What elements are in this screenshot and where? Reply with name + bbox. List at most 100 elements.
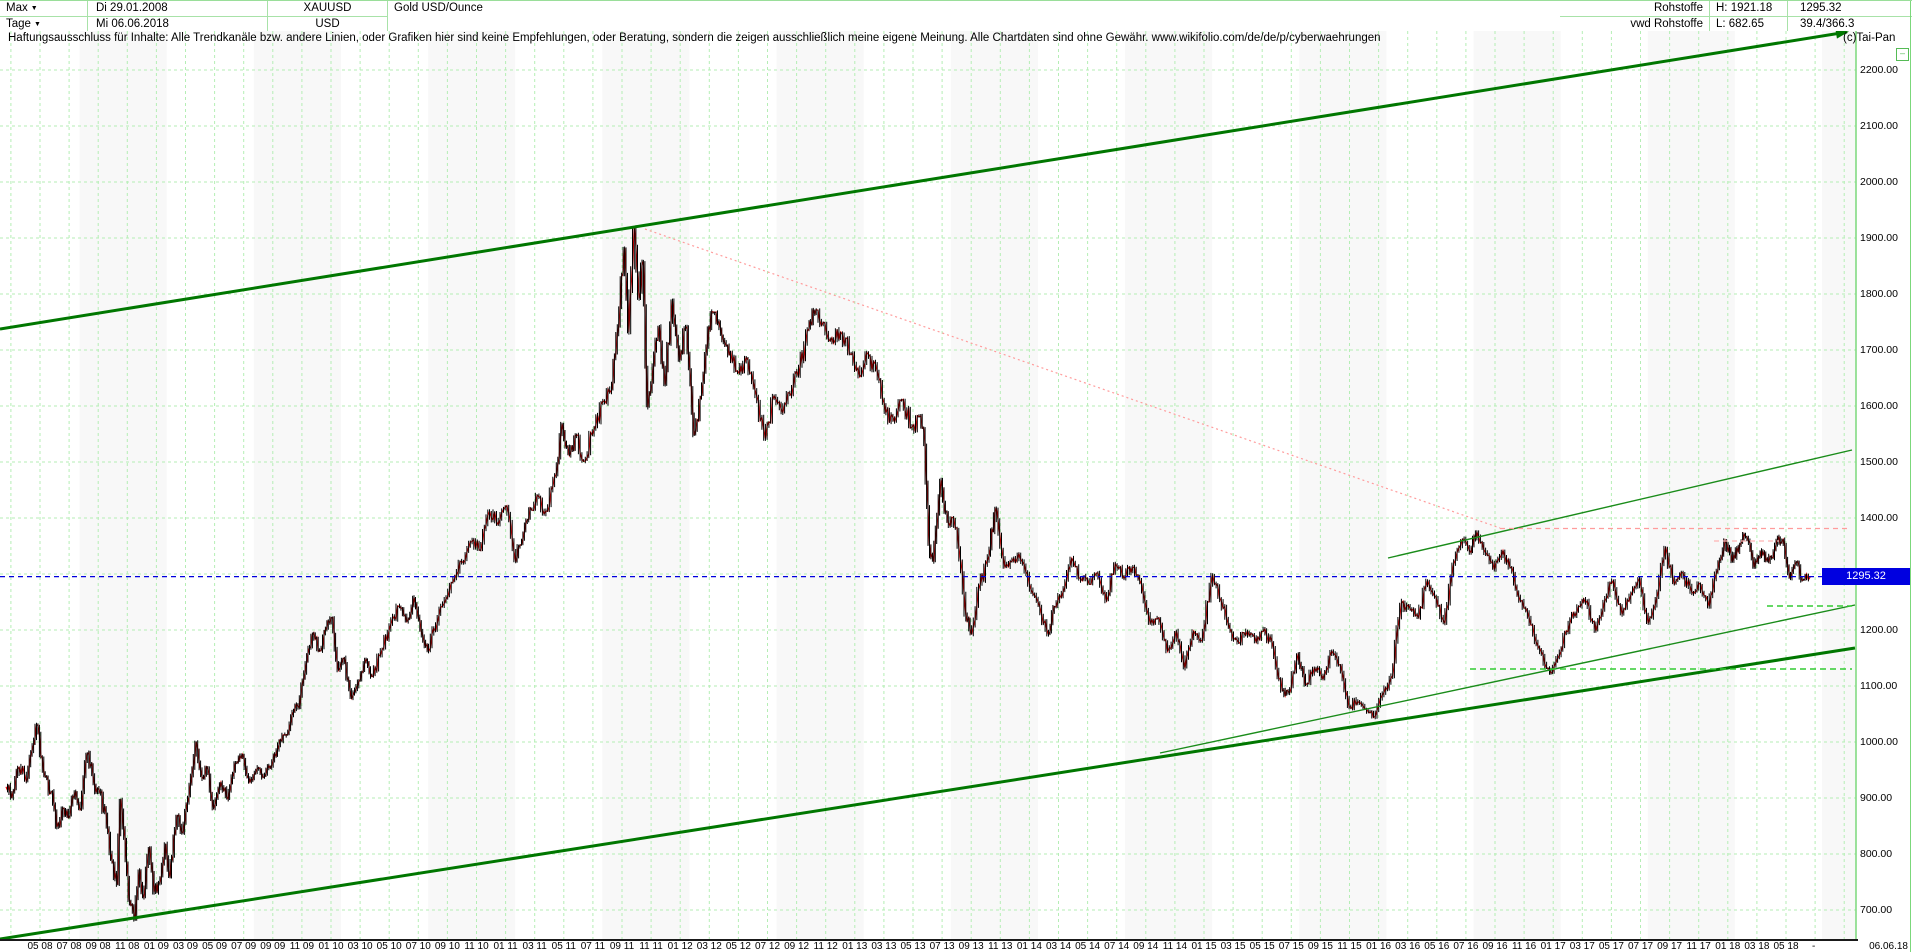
x-axis-label: 11 14 [1162, 941, 1188, 952]
x-axis-label: 03 12 [696, 941, 722, 952]
upper-trend-channel[interactable] [0, 31, 1848, 331]
x-axis-label: 07 09 [231, 941, 257, 952]
x-axis-label: 05 16 [1424, 941, 1450, 952]
x-axis-label: 01 13 [842, 941, 868, 952]
disclaimer-text: Haftungsausschluss für Inhalte: Alle Tre… [8, 32, 1381, 44]
period-high-value: H: 1921.18 [1710, 1, 1788, 16]
x-axis-label: 09 14 [1133, 941, 1159, 952]
x-axis-label: 07 08 [56, 941, 82, 952]
x-axis-label: 05 12 [725, 941, 751, 952]
x-axis-label: 09 17 [1657, 941, 1683, 952]
instrument-title: Gold USD/Ounce [394, 2, 483, 14]
y-axis-label: 800.00 [1860, 847, 1893, 860]
x-axis-label: 07 10 [405, 941, 431, 952]
x-axis-label: 05 13 [900, 941, 926, 952]
copyright-label: (c)Tai-Pan [1843, 32, 1896, 44]
x-axis-label: 03 15 [1220, 941, 1246, 952]
x-axis-label: 07 13 [929, 941, 955, 952]
x-axis-end-dash: - [1812, 941, 1816, 952]
x-axis-label: 09 13 [958, 941, 984, 952]
background-bands [80, 31, 1910, 939]
x-axis-label: 01 14 [1016, 941, 1042, 952]
x-axis-label: 05 14 [1075, 941, 1101, 952]
x-axis-label: 05 08 [27, 941, 53, 952]
y-axis-label: 1700.00 [1860, 343, 1898, 356]
x-axis-label: 09 16 [1482, 941, 1508, 952]
x-axis-label: 11 16 [1511, 941, 1537, 952]
x-axis-label: 05 18 [1773, 941, 1799, 952]
period-low-value: L: 682.65 [1710, 16, 1788, 31]
candlesticks [7, 225, 1809, 922]
x-axis-label: 01 10 [318, 941, 344, 952]
rising-projection-lower[interactable] [1159, 604, 1856, 754]
y-axis-label: 1400.00 [1860, 511, 1898, 524]
minimize-button[interactable]: – [1896, 48, 1909, 61]
date-to-field[interactable]: Mi 06.06.2018 [88, 16, 268, 31]
y-axis-label: 1900.00 [1860, 231, 1898, 244]
x-axis-label: 01 18 [1715, 941, 1741, 952]
y-axis-label: 1500.00 [1860, 455, 1898, 468]
x-axis-label: 03 10 [347, 941, 373, 952]
x-axis-label: 05 15 [1249, 941, 1275, 952]
y-axis-label: 2200.00 [1860, 63, 1898, 76]
x-axis-label: 03 13 [871, 941, 897, 952]
x-axis-label: 07 17 [1627, 941, 1654, 952]
x-axis-label: 09 09 [260, 941, 286, 952]
descending-resistance-2011-2016[interactable] [644, 228, 1501, 529]
x-axis-label: 11 15 [1337, 941, 1362, 952]
y-axis-label: 1100.00 [1860, 679, 1898, 692]
x-axis-label: 07 14 [1104, 941, 1130, 952]
period-dropdown[interactable]: Tage ▼ [0, 16, 88, 31]
x-axis-label: 03 14 [1045, 941, 1072, 952]
caret-down-icon: ▼ [30, 5, 38, 12]
x-axis-label: 07 12 [754, 941, 781, 952]
x-axis-label: 01 12 [667, 941, 693, 952]
plot-region [0, 31, 1910, 939]
y-axis-label: 1000.00 [1860, 735, 1898, 748]
x-axis-label: 01 09 [143, 941, 169, 952]
upper-trend-channel-arrowhead-icon [1835, 31, 1849, 39]
x-axis-label: 07 15 [1278, 941, 1304, 952]
x-axis-label: 09 12 [784, 941, 810, 952]
x-axis-label: 01 15 [1191, 941, 1217, 952]
x-axis-label: 11 13 [988, 941, 1013, 952]
change-stat: 39.4/366.3 [1788, 16, 1912, 31]
provider-name-2: vwd Rohstoffe [1560, 16, 1710, 31]
last-price-value: 1295.32 [1800, 2, 1842, 14]
lower-trend-channel[interactable] [0, 646, 1856, 939]
x-axis-label: 09 10 [434, 941, 460, 952]
x-axis-label: 11 12 [813, 941, 838, 952]
gridlines [0, 31, 1856, 939]
x-axis-label: 11 08 [115, 941, 140, 952]
x-axis-label: 07 16 [1453, 941, 1479, 952]
y-axis-label: 1200.00 [1860, 623, 1898, 636]
x-axis-end-date: 06.06.18 [1869, 941, 1908, 952]
x-axis-label: 01 16 [1366, 941, 1392, 952]
x-axis-label: 05 10 [376, 941, 402, 952]
x-axis-label: 11 11 [639, 941, 663, 952]
x-axis-line [0, 939, 1858, 941]
x-axis-label: 09 08 [85, 941, 111, 952]
y-axis-label: 1800.00 [1860, 287, 1898, 300]
price-badge: 1295.32 [1822, 568, 1910, 585]
provider-name: Rohstoffe [1560, 1, 1710, 16]
x-axis-label: 01 11 [493, 941, 518, 952]
caret-down-icon: ▼ [33, 21, 41, 28]
x-axis-label: 03 16 [1395, 941, 1421, 952]
x-axis-label: 09 15 [1307, 941, 1333, 952]
currency-label: USD [268, 16, 388, 31]
range-dropdown[interactable]: Max ▼ [0, 1, 88, 16]
y-axis-label: 2000.00 [1860, 175, 1898, 188]
y-axis-label: 900.00 [1860, 791, 1893, 804]
y-axis-label: 2100.00 [1860, 119, 1898, 132]
rising-projection-upper[interactable] [1387, 449, 1853, 559]
x-axis-label: 03 17 [1569, 941, 1595, 952]
x-axis-label: 03 11 [522, 941, 547, 952]
x-axis-label: 05 11 [551, 941, 576, 952]
y-axis-label: 1600.00 [1860, 399, 1898, 412]
x-axis-label: 09 11 [609, 941, 635, 952]
x-axis-label: 05 17 [1598, 941, 1624, 952]
date-from-field[interactable]: Di 29.01.2008 [88, 1, 268, 16]
